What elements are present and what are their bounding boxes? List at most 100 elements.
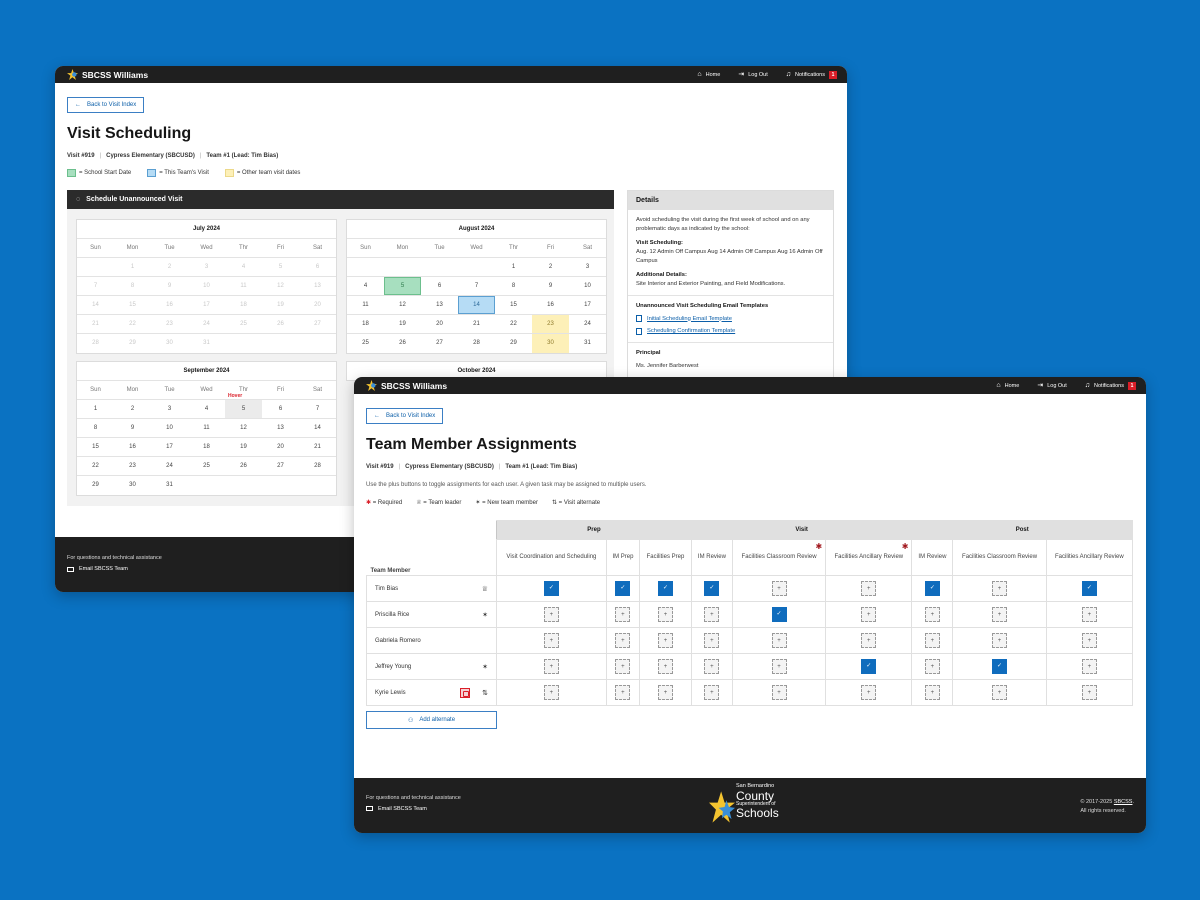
calendar-day[interactable]: 31 <box>584 340 591 346</box>
calendar-day[interactable]: 15 <box>77 438 114 457</box>
calendar-day[interactable]: 8 <box>77 419 114 438</box>
assign-toggle-button[interactable]: + <box>924 607 940 622</box>
assign-toggle-button[interactable]: + <box>1081 633 1097 648</box>
assign-toggle-button[interactable]: + <box>861 581 877 596</box>
calendar-day[interactable]: 16 <box>532 296 569 315</box>
calendar-day[interactable]: 12 <box>384 296 421 315</box>
calendar-day[interactable]: 29 <box>510 340 517 346</box>
assign-toggle-button[interactable]: + <box>615 659 631 674</box>
email-team-link[interactable]: Email SBCSS Team <box>67 566 835 572</box>
calendar-day[interactable]: 12 <box>225 419 262 438</box>
assigned-checkbox[interactable]: ✓ <box>704 581 720 596</box>
calendar-day[interactable]: 26 <box>399 340 406 346</box>
calendar-day[interactable]: 5 Hover <box>225 393 262 419</box>
back-to-visit-index-button[interactable]: ← Back to Visit Index <box>366 408 444 424</box>
assign-toggle-button[interactable]: + <box>771 633 787 648</box>
template-link-confirmation[interactable]: Scheduling Confirmation Template <box>636 327 825 336</box>
assign-toggle-button[interactable]: + <box>615 607 631 622</box>
assign-toggle-button[interactable]: + <box>861 685 877 700</box>
calendar-day[interactable]: 15 <box>495 296 532 315</box>
calendar-day[interactable]: 10 <box>569 277 606 296</box>
assign-toggle-button[interactable]: + <box>704 607 720 622</box>
assigned-checkbox[interactable]: ✓ <box>861 659 877 674</box>
calendar-day[interactable]: 19 <box>384 315 421 334</box>
calendar-day[interactable]: 21 <box>458 315 495 334</box>
calendar-day[interactable]: 13 <box>421 296 458 315</box>
calendar-day[interactable]: 7 <box>458 277 495 296</box>
nav-logout[interactable]: ⇥ Log Out <box>1037 382 1066 389</box>
calendar-day[interactable]: 9 <box>532 277 569 296</box>
calendar-day[interactable]: 7 <box>299 400 336 419</box>
nav-logout[interactable]: ⇥ Log Out <box>738 71 767 78</box>
calendar-day[interactable]: 21 <box>299 438 336 457</box>
assign-toggle-button[interactable]: + <box>924 685 940 700</box>
assign-toggle-button[interactable]: + <box>1081 607 1097 622</box>
calendar-day[interactable]: 13 <box>262 419 299 438</box>
calendar-day[interactable]: 30 <box>532 334 569 353</box>
calendar-day[interactable]: 1 <box>77 400 114 419</box>
assign-toggle-button[interactable]: + <box>543 607 559 622</box>
calendar-day[interactable]: 11 <box>188 419 225 438</box>
calendar-day[interactable]: 10 <box>151 419 188 438</box>
assign-toggle-button[interactable]: + <box>704 685 720 700</box>
calendar-day[interactable]: 27 <box>262 457 299 476</box>
sbcss-link[interactable]: SBCSS <box>1113 799 1133 805</box>
calendar-day[interactable]: 14 <box>458 296 495 315</box>
assign-toggle-button[interactable]: + <box>992 607 1008 622</box>
calendar-day[interactable]: 20 <box>421 315 458 334</box>
calendar-day[interactable]: 26 <box>225 457 262 476</box>
calendar-day[interactable]: 22 <box>77 457 114 476</box>
calendar-day[interactable]: 22 <box>495 315 532 334</box>
assigned-checkbox[interactable]: ✓ <box>771 607 787 622</box>
assign-toggle-button[interactable]: + <box>657 659 673 674</box>
nav-home[interactable]: ⌂ Home <box>697 71 720 78</box>
email-team-link[interactable]: Email SBCSS Team <box>366 806 461 812</box>
assign-toggle-button[interactable]: + <box>1081 685 1097 700</box>
assign-toggle-button[interactable]: + <box>704 633 720 648</box>
assign-toggle-button[interactable]: + <box>615 633 631 648</box>
calendar-day[interactable]: 24 <box>151 457 188 476</box>
calendar-day[interactable]: 18 <box>347 315 384 334</box>
calendar-day[interactable]: 23 <box>532 315 569 334</box>
calendar-day[interactable]: 23 <box>114 457 151 476</box>
calendar-day[interactable]: 24 <box>569 315 606 334</box>
calendar-day[interactable]: 5 <box>384 277 421 296</box>
nav-notifications[interactable]: ♫ Notifications 1 <box>1085 381 1136 390</box>
brand[interactable]: SBCSS Williams <box>67 69 148 80</box>
calendar-day[interactable]: 6 <box>262 400 299 419</box>
nav-notifications[interactable]: ♫ Notifications 1 <box>786 70 837 79</box>
assign-toggle-button[interactable]: + <box>771 659 787 674</box>
calendar-day[interactable]: 18 <box>188 438 225 457</box>
assign-toggle-button[interactable]: + <box>657 633 673 648</box>
nav-home[interactable]: ⌂ Home <box>996 382 1019 389</box>
calendar-day[interactable]: 14 <box>299 419 336 438</box>
assign-toggle-button[interactable]: + <box>992 633 1008 648</box>
calendar-day[interactable]: 19 <box>225 438 262 457</box>
calendar-day[interactable]: 8 <box>495 277 532 296</box>
assign-toggle-button[interactable]: + <box>771 581 787 596</box>
delete-icon[interactable] <box>460 687 471 698</box>
assigned-checkbox[interactable]: ✓ <box>543 581 559 596</box>
back-to-visit-index-button[interactable]: ← Back to Visit Index <box>67 97 145 113</box>
assign-toggle-button[interactable]: + <box>543 685 559 700</box>
assign-toggle-button[interactable]: + <box>861 607 877 622</box>
calendar-day[interactable]: 17 <box>569 296 606 315</box>
assign-toggle-button[interactable]: + <box>992 581 1008 596</box>
assign-toggle-button[interactable]: + <box>657 685 673 700</box>
calendar-day[interactable]: 25 <box>188 457 225 476</box>
calendar-day[interactable]: 3 <box>569 258 606 277</box>
assign-toggle-button[interactable]: + <box>924 633 940 648</box>
assign-toggle-button[interactable]: + <box>992 685 1008 700</box>
assigned-checkbox[interactable]: ✓ <box>1081 581 1097 596</box>
calendar-day[interactable]: 31 <box>166 482 173 488</box>
calendar-day[interactable]: 4 <box>188 400 225 419</box>
calendar-day[interactable]: 2 <box>532 258 569 277</box>
assign-toggle-button[interactable]: + <box>615 685 631 700</box>
calendar-day[interactable]: 3 <box>151 400 188 419</box>
calendar-day[interactable]: 9 <box>114 419 151 438</box>
calendar-day[interactable]: 20 <box>262 438 299 457</box>
template-link-initial[interactable]: Initial Scheduling Email Template <box>636 315 825 324</box>
assigned-checkbox[interactable]: ✓ <box>615 581 631 596</box>
assign-toggle-button[interactable]: + <box>861 633 877 648</box>
assign-toggle-button[interactable]: + <box>704 659 720 674</box>
